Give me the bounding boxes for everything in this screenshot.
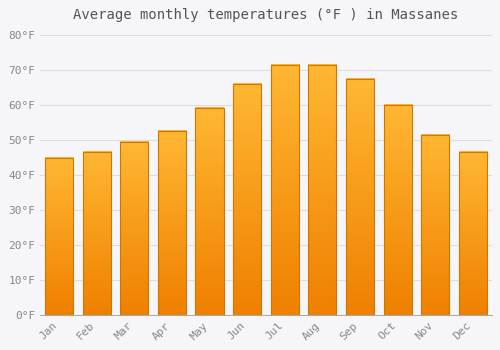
Bar [270,64,299,315]
Bar [384,105,411,315]
Bar [196,108,224,315]
Bar [82,152,110,315]
Bar [308,64,336,315]
Bar [45,158,73,315]
Bar [120,142,148,315]
Bar [458,152,487,315]
Bar [233,84,261,315]
Bar [158,131,186,315]
Title: Average monthly temperatures (°F ) in Massanes: Average monthly temperatures (°F ) in Ma… [74,8,458,22]
Bar [421,135,450,315]
Bar [346,78,374,315]
